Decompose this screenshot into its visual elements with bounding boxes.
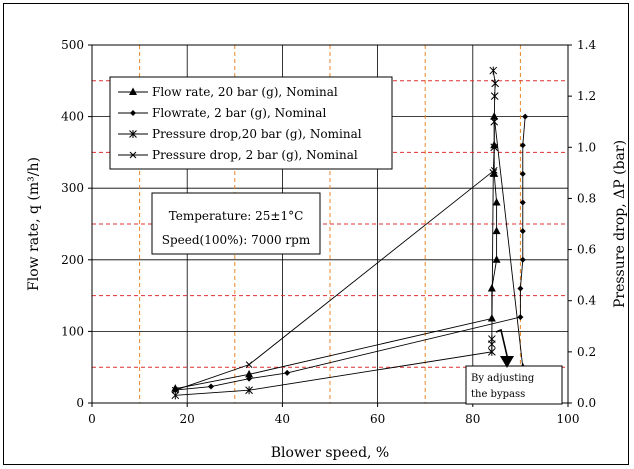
y2-tick-label: 1.4 <box>577 38 596 52</box>
bypass-box <box>465 365 563 405</box>
x-tick-label: 60 <box>370 412 385 426</box>
series-2-point <box>519 170 526 177</box>
series-1-point <box>487 314 496 322</box>
series-3-point <box>490 92 499 101</box>
x-axis-label: Blower speed, % <box>271 445 390 461</box>
bypass-arrow-line <box>495 328 509 361</box>
legend-label-1: Flow rate, 20 bar (g), Nominal <box>152 85 338 99</box>
series-2-point <box>522 113 529 120</box>
y2-tick-label: 0.6 <box>577 243 596 257</box>
legend-label-3: Pressure drop,20 bar (g), Nominal <box>152 127 362 141</box>
y2-axis-label: Pressure drop, ΔP (bar) <box>612 140 628 308</box>
legend-marker-2 <box>130 110 136 116</box>
series-3-point <box>489 168 498 177</box>
series-2-point <box>208 383 214 390</box>
y-axis-label: Flow rate, q (m³/h) <box>26 157 42 291</box>
bypass-arrow-head <box>500 356 514 368</box>
series-2-point <box>519 256 526 263</box>
series-3-point <box>491 79 500 88</box>
series-2-point <box>284 369 291 376</box>
series-3-point <box>490 143 499 152</box>
y2-tick-label: 1.2 <box>577 89 596 103</box>
plot-area <box>91 44 569 404</box>
conditions-box: Temperature: 25±1°C Speed(100%): 7000 rp… <box>151 192 321 255</box>
series-1-point <box>245 369 254 378</box>
series-2-point <box>519 228 526 235</box>
series-2-point <box>517 314 524 321</box>
y-tick-label: 200 <box>61 253 84 267</box>
series-1-point <box>492 226 501 235</box>
y2-tick-label: 1.0 <box>577 140 596 154</box>
y2-tick-label: 0.2 <box>577 345 596 359</box>
series-line-2 <box>175 116 526 391</box>
x-tick-label: 100 <box>557 412 580 426</box>
series-4-point <box>490 166 498 174</box>
series-2-point <box>519 199 526 206</box>
series-2-point <box>517 285 524 292</box>
y-tick-label: 100 <box>61 324 84 338</box>
series-3-point <box>487 347 496 356</box>
series-1-point <box>487 283 496 292</box>
y2-tick-label: 0.4 <box>577 294 596 308</box>
series-4-point <box>171 386 179 394</box>
conditions-speed: Speed(100%): 7000 rpm <box>162 233 311 247</box>
y-tick-label: 0 <box>76 396 84 410</box>
series-3-point <box>487 335 496 344</box>
legend-label-4: Pressure drop, 2 bar (g), Nominal <box>152 148 358 162</box>
legend: Flow rate, 20 bar (g), Nominal Flowrate, … <box>109 76 393 170</box>
series-1-point <box>492 255 501 263</box>
bypass-line-1: By adjusting <box>471 373 535 384</box>
legend-marker-3 <box>129 130 137 138</box>
series-1-point <box>490 112 499 120</box>
series-3-point <box>490 117 499 126</box>
series-3-point <box>245 386 253 395</box>
x-tick-label: 0 <box>88 412 96 426</box>
legend-marker-4 <box>129 151 137 159</box>
y-tick-label: 400 <box>61 110 84 124</box>
y-tick-label: 300 <box>61 181 84 195</box>
y-tick-label: 500 <box>61 38 84 52</box>
conditions-box-border <box>151 192 321 255</box>
x-tick-label: 20 <box>180 412 195 426</box>
series-1-point <box>492 198 501 206</box>
x-tick-label: 40 <box>275 412 290 426</box>
legend-label-2: Flowrate, 2 bar (g), Nominal <box>152 106 326 120</box>
legend-marker-1 <box>129 87 137 95</box>
series-3-point <box>489 66 498 75</box>
y2-tick-label: 0.8 <box>577 191 596 205</box>
series-2-point <box>519 142 526 149</box>
legend-box <box>109 76 393 170</box>
x-tick-label: 80 <box>465 412 480 426</box>
bypass-annotation: By adjusting the bypass <box>465 328 563 405</box>
series-4-point <box>245 361 253 368</box>
conditions-temperature: Temperature: 25±1°C <box>169 209 304 223</box>
series-2-point <box>246 375 253 382</box>
bypass-line-2: the bypass <box>471 389 525 400</box>
y2-tick-label: 0.0 <box>577 396 596 410</box>
